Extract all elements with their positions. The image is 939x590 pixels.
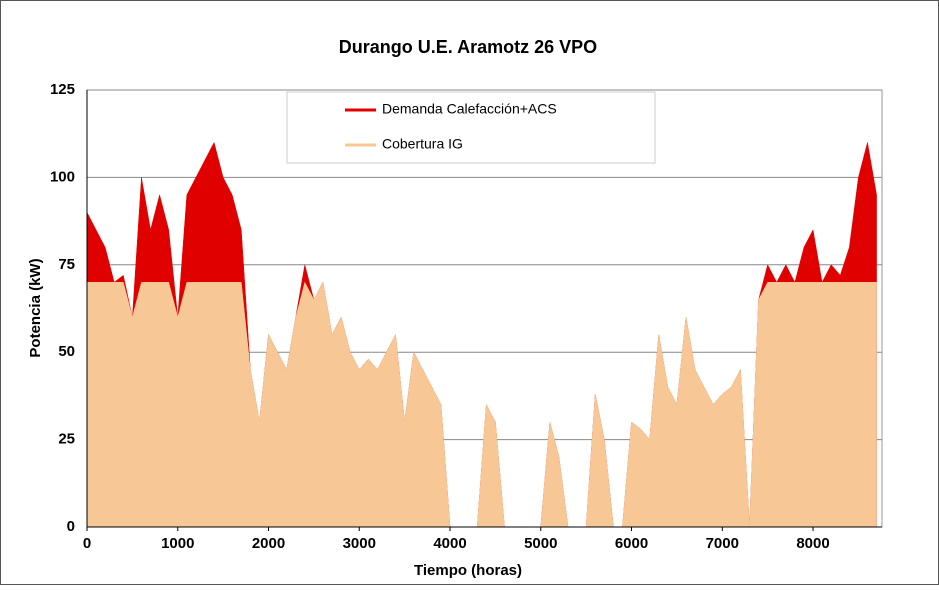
- y-tick-label: 100: [50, 168, 75, 185]
- y-tick-label: 75: [58, 256, 75, 273]
- x-tick-label: 7000: [706, 535, 739, 552]
- y-tick-label: 25: [58, 431, 75, 448]
- x-tick-label: 5000: [524, 535, 557, 552]
- y-tick-label: 50: [58, 343, 75, 360]
- legend-label: Demanda Calefacción+ACS: [382, 101, 557, 117]
- x-axis-label: Tiempo (horas): [414, 562, 522, 579]
- chart-title: Durango U.E. Aramotz 26 VPO: [339, 37, 597, 57]
- x-tick-label: 8000: [796, 535, 829, 552]
- legend-label: Cobertura IG: [382, 136, 463, 152]
- x-tick-label: 1000: [161, 535, 194, 552]
- y-tick-label: 125: [50, 81, 75, 98]
- y-axis-label: Potencia (kW): [27, 258, 44, 357]
- legend-box: [286, 91, 656, 164]
- x-tick-label: 6000: [615, 535, 648, 552]
- y-tick-label: 0: [67, 518, 75, 535]
- x-tick-label: 3000: [343, 535, 376, 552]
- area-series: [86, 281, 877, 528]
- x-tick-label: 4000: [433, 535, 466, 552]
- x-tick-label: 2000: [252, 535, 285, 552]
- x-tick-label: 0: [83, 535, 91, 552]
